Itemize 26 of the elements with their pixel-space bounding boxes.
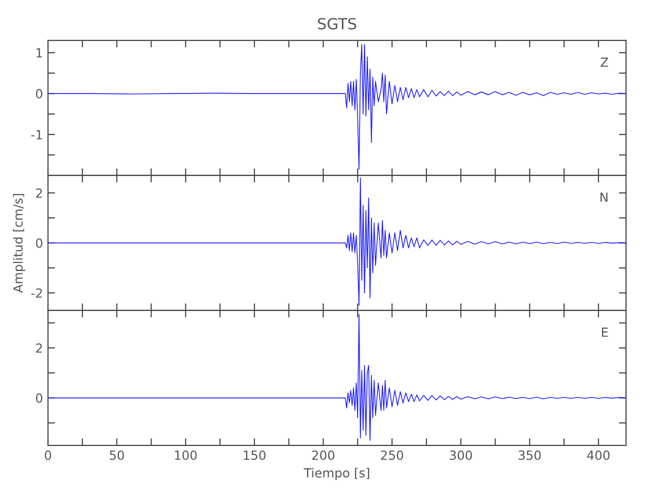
y-axis-title: Amplitud [cm/s]: [13, 194, 26, 293]
x-tick-label: 0: [44, 450, 52, 460]
annotation: E: [602, 328, 608, 337]
y-tick-label: 0: [36, 393, 42, 403]
x-axis-title: Tiempo [s]: [304, 468, 370, 480]
y-tick-label: -1: [31, 130, 42, 140]
chart-title: SGTS: [318, 18, 356, 30]
line-series: [48, 177, 626, 306]
y-tick-label: 2: [36, 188, 42, 198]
line-series: [48, 314, 626, 441]
x-tick-label: 350: [518, 450, 541, 460]
x-tick-label: 50: [110, 450, 124, 460]
y-tick-label: 1: [36, 48, 42, 58]
y-tick-label: -2: [31, 288, 42, 298]
x-tick-label: 100: [175, 450, 197, 460]
y-tick-label: 2: [36, 343, 42, 353]
annotation: N: [600, 192, 608, 202]
x-tick-label: 150: [244, 450, 266, 460]
x-tick-label: 300: [450, 450, 472, 460]
line-series: [48, 44, 626, 170]
x-tick-label: 250: [381, 450, 404, 460]
y-tick-label: 0: [36, 238, 42, 248]
x-tick-label: 200: [312, 450, 334, 460]
x-tick-label: 400: [587, 450, 610, 460]
y-tick-label: 0: [36, 89, 42, 99]
annotation: Z: [600, 58, 608, 67]
